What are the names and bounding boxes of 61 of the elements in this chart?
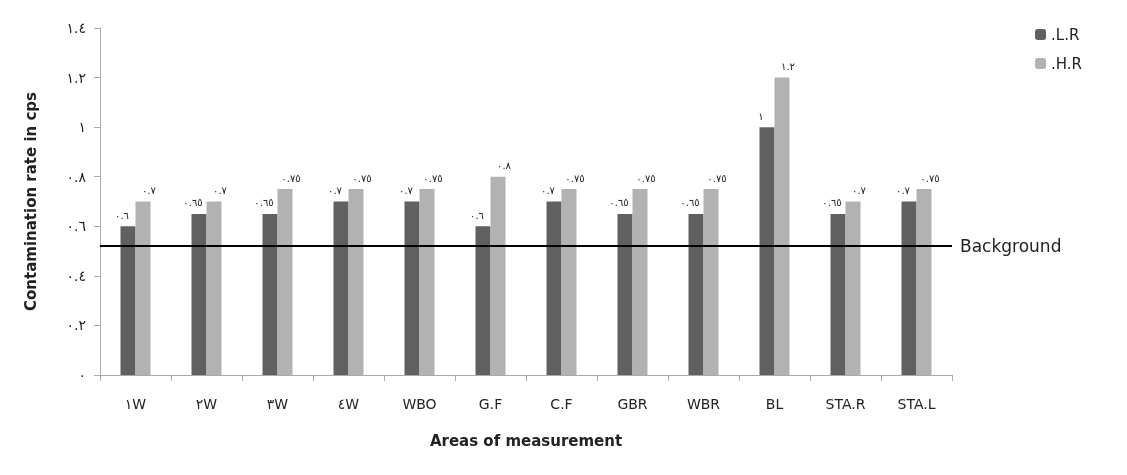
bar [546,201,562,375]
data-label: ٠.٦٥ [609,197,629,209]
y-tick-label: ٠.٦ [66,218,86,235]
x-tick-label: WBO [402,396,437,412]
y-axis-title: Contamination rate in cps [21,91,40,312]
data-label: ٠.٦٥ [183,197,203,209]
bar [617,213,633,375]
data-label: ٠.٧ [399,185,414,196]
data-label: ٠.٧٥ [920,172,940,184]
bar [901,201,917,375]
y-tick-label: ١.٤ [66,20,86,36]
x-tick-label: GBR [617,396,648,412]
data-label: ١ [758,110,764,122]
bar [191,213,207,375]
data-label: ٠.٧ [541,185,556,196]
data-label: ٠.٧٥ [352,172,372,184]
data-label: ٠.٧٥ [281,172,301,184]
x-tick-label: BL [765,396,784,412]
data-label: ٠.٦٥ [822,197,842,209]
data-label: ٠.٨ [497,160,512,172]
x-tick-label: C.F [550,396,573,412]
data-label: ٠.٧٥ [565,172,585,184]
data-label: ٠.٧٥ [707,172,727,184]
data-label: ٠.٦ [470,209,484,221]
x-axis-title: Areas of measurement [429,431,623,450]
bar [688,213,704,375]
x-tick-label: ١W [124,396,147,412]
bar [404,201,420,375]
data-label: ١.٢ [781,61,795,73]
legend-label: .L.R [1051,25,1080,44]
data-label: ٠.٧ [896,185,911,196]
data-label: ٠.٧ [852,185,867,196]
data-label: ٠.٧ [328,185,343,196]
data-label: ٠.٦٥ [680,197,700,209]
bar [333,201,349,375]
data-label: ٠.٧٥ [423,172,443,184]
data-label: ٠.٦ [115,209,129,221]
data-label: ٠.٧ [142,185,157,196]
y-tick-label: ٠.٤ [66,267,86,284]
y-tick-label: ٠.٨ [66,168,87,185]
ref-line-label: Background [960,236,1062,257]
x-tick-label: STA.R [825,396,866,412]
y-tick-label: ٠.٢ [66,317,86,334]
bar [262,213,278,375]
legend-label: .H.R [1051,54,1083,73]
x-tick-label: ٢W [195,396,218,412]
x-tick-label: ٤W [337,396,360,412]
y-tick-label: ١ [78,119,86,136]
y-tick-label: ٠ [78,367,86,383]
bar [475,226,491,375]
x-tick-label: ٣W [266,396,289,412]
data-label: ٠.٧٥ [636,172,656,184]
bar [759,127,775,375]
x-tick-label: WBR [686,396,721,412]
x-tick-label: G.F [478,396,503,412]
x-tick-label: STA.L [897,396,936,412]
data-label: ٠.٧ [213,185,228,196]
y-tick-label: ١.٢ [66,69,86,86]
bar [830,213,846,375]
bar [120,226,136,375]
data-label: ٠.٦٥ [254,197,274,209]
